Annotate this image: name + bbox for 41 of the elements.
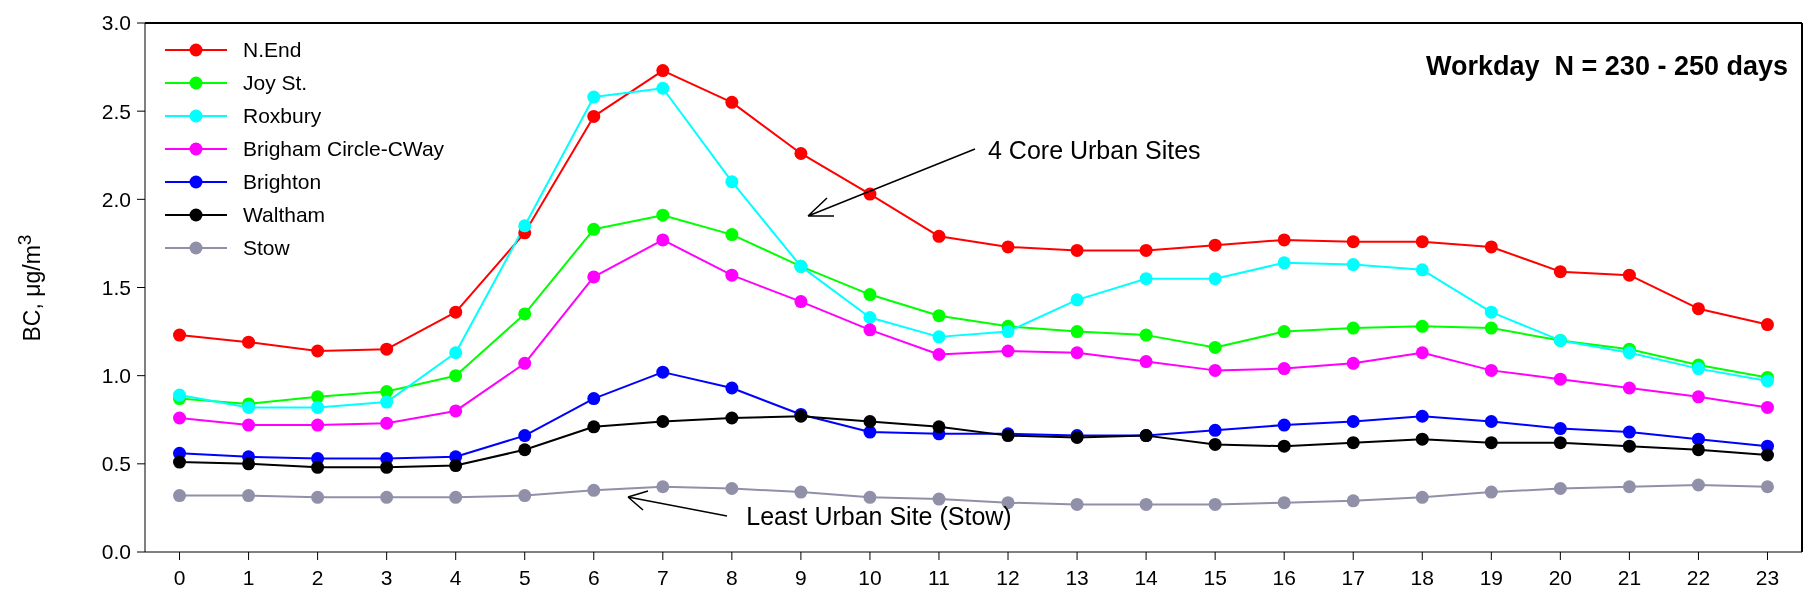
legend-label: Roxbury [243,104,322,128]
y-tick-label: 2.5 [101,99,131,123]
y-tick-label: 1.5 [101,275,131,299]
x-tick-label: 1 [242,565,255,589]
y-tick-label: 3.0 [101,11,131,35]
y-tick-label: 2.0 [101,187,131,211]
x-tick-label: 18 [1410,565,1434,589]
x-tick-label: 23 [1755,565,1780,589]
y-tick-label: 1.0 [101,364,131,388]
y-tick-label: 0.5 [101,452,131,476]
x-tick-label: 13 [1065,565,1089,589]
legend-label: Brighton [243,170,322,194]
legend-label: N.End [243,38,302,62]
legend-label: Waltham [243,203,326,227]
x-tick-label: 10 [858,565,882,589]
x-tick-label: 2 [311,565,324,589]
x-tick-label: 5 [518,565,531,589]
x-tick-label: 21 [1617,565,1642,589]
x-tick-label: 20 [1548,565,1573,589]
x-tick-label: 6 [587,565,600,589]
x-tick-label: 4 [449,565,462,589]
x-tick-label: 9 [795,565,807,589]
x-tick-label: 11 [928,565,950,589]
x-tick-label: 7 [656,565,669,589]
annotation: 4 Core Urban Sites [988,136,1201,165]
x-tick-label: 12 [996,565,1020,589]
legend-label: Brigham Circle-CWay [243,137,445,161]
legend-label: Stow [243,236,290,260]
x-tick-label: 19 [1479,565,1503,589]
x-tick-label: 14 [1134,565,1159,589]
x-tick-label: 8 [726,565,738,589]
x-tick-label: 17 [1341,565,1365,589]
text: Workday N = 230 - 250 days [1426,51,1788,82]
legend-label: Joy St. [243,71,308,95]
annotation: Least Urban Site (Stow) [746,501,1012,531]
x-tick-label: 16 [1272,565,1296,589]
x-tick-label: 22 [1686,565,1711,589]
x-tick-label: 3 [380,565,393,589]
y-tick-label: 0.0 [101,540,131,564]
x-tick-label: 15 [1203,565,1227,589]
x-tick-label: 0 [173,565,186,589]
